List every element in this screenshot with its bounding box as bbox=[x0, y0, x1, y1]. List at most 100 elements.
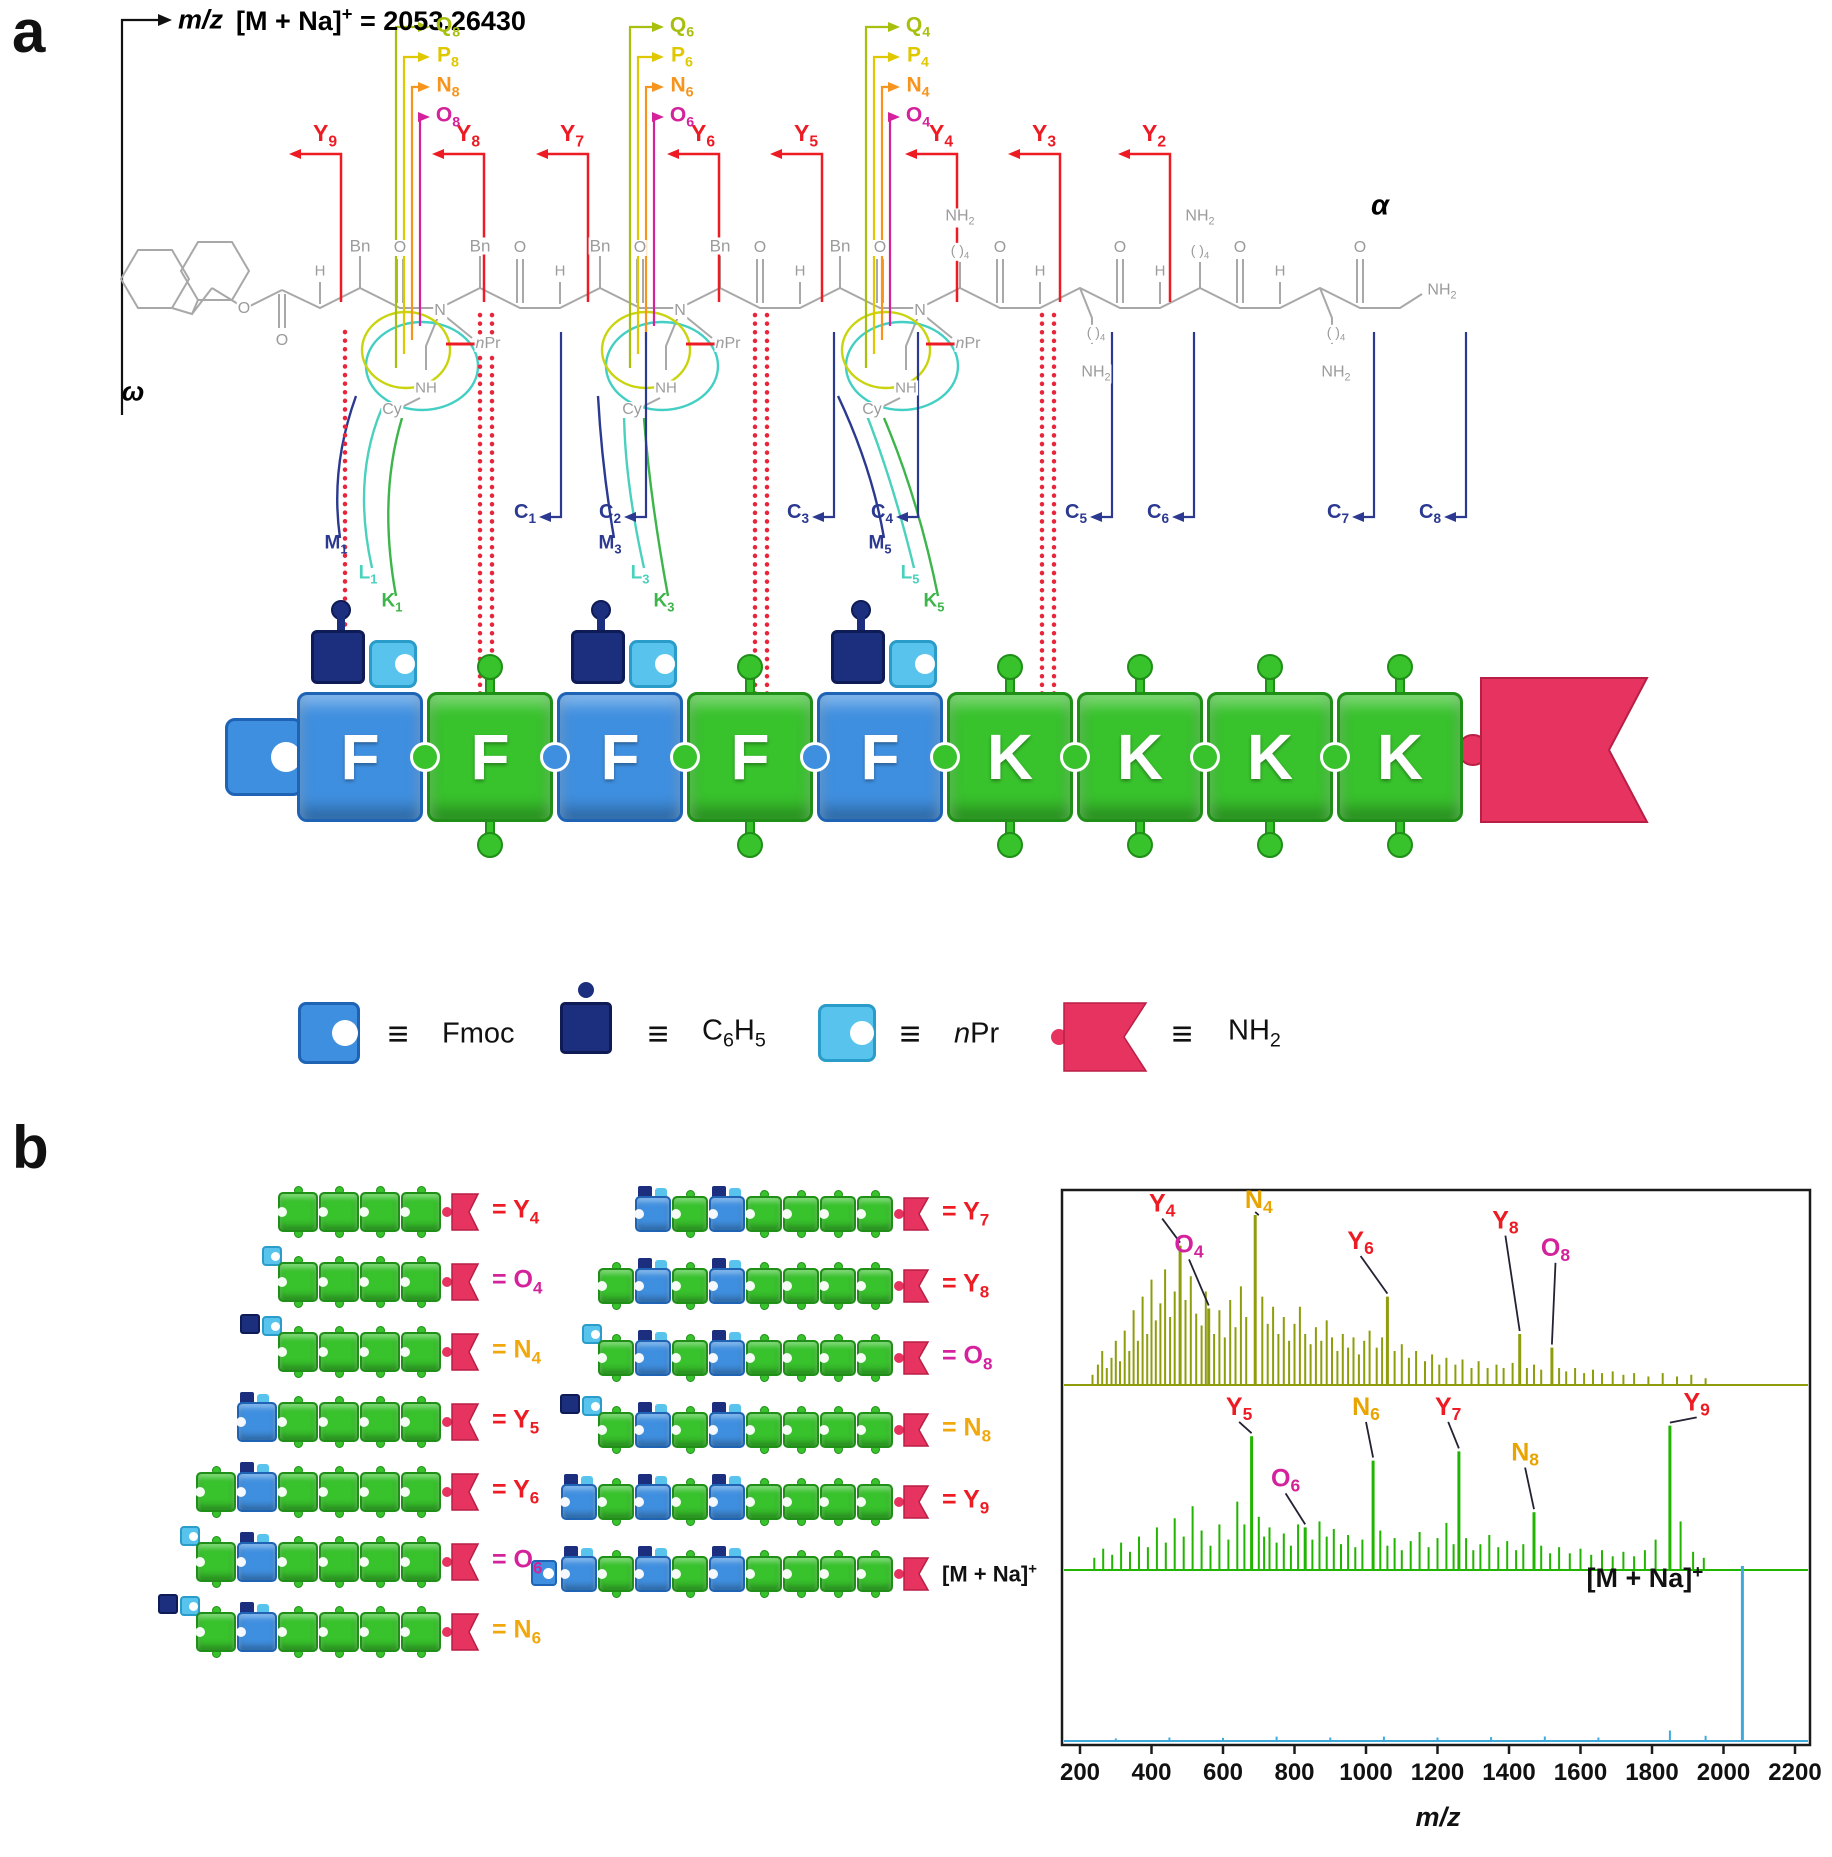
amide-n-label: N bbox=[913, 302, 927, 319]
bottom-knob-icon bbox=[737, 832, 763, 858]
mini-notch bbox=[782, 1497, 792, 1507]
puzzle-piece-k-8: K bbox=[1207, 692, 1333, 822]
mini-nh2-ribbon-icon bbox=[442, 1403, 480, 1441]
piece-connector bbox=[410, 742, 440, 772]
nh2-ribbon-icon bbox=[1457, 677, 1649, 823]
mini-notch bbox=[671, 1569, 681, 1579]
mini-notch bbox=[359, 1417, 369, 1427]
fragment-label-y6: Y6 bbox=[690, 119, 716, 151]
mini-notch bbox=[318, 1417, 328, 1427]
terminal-nh2-label: NH2 bbox=[1426, 281, 1458, 302]
mini-notch bbox=[195, 1557, 205, 1567]
fragment-row-label: = Y4 bbox=[492, 1195, 540, 1228]
peak-label: [M + Na]+ bbox=[1586, 1562, 1703, 1593]
mini-notch bbox=[708, 1569, 718, 1579]
fragment-row-label: = Y9 bbox=[942, 1485, 990, 1518]
fragment-label-y9: Y9 bbox=[312, 119, 338, 151]
panel-b-label: b bbox=[12, 1114, 49, 1181]
npr-acc-notch bbox=[189, 1602, 198, 1611]
top-knob-icon bbox=[737, 654, 763, 680]
mini-notch bbox=[708, 1209, 718, 1219]
amide-h-label: H bbox=[1033, 262, 1047, 280]
mini-notch bbox=[597, 1497, 607, 1507]
cy-label: Cy bbox=[621, 401, 643, 418]
mini-notch bbox=[318, 1277, 328, 1287]
bottom-knob-icon bbox=[1257, 832, 1283, 858]
fragment-label-n8: N8 bbox=[436, 73, 460, 101]
x-tick-label: 1400 bbox=[1482, 1759, 1535, 1786]
mini-notch bbox=[236, 1487, 246, 1497]
top-knob-icon bbox=[997, 654, 1023, 680]
equiv-sign: ≡ bbox=[1171, 1013, 1193, 1054]
fragment-label-q6: Q6 bbox=[669, 13, 695, 41]
mini-notch bbox=[671, 1209, 681, 1219]
bottom-knob-icon bbox=[997, 832, 1023, 858]
mini-nh2-ribbon-icon bbox=[442, 1193, 480, 1231]
fragment-label-y5: Y5 bbox=[793, 119, 819, 151]
piece-connector bbox=[670, 742, 700, 772]
mini-nh2-ribbon-icon bbox=[894, 1341, 930, 1375]
npr-acc-notch bbox=[591, 1402, 600, 1411]
mini-notch bbox=[277, 1557, 287, 1567]
alpha-label: α bbox=[1371, 189, 1389, 222]
fmoc-cap-notch bbox=[271, 742, 301, 772]
puzzle-piece-f-4: F bbox=[687, 692, 813, 822]
fragment-label-l1: L1 bbox=[358, 562, 378, 587]
fragment-label-q8: Q8 bbox=[435, 13, 461, 41]
fragment-label-c6: C6 bbox=[1146, 501, 1170, 527]
mini-notch bbox=[236, 1557, 246, 1567]
peak-label: O8 bbox=[1541, 1234, 1570, 1265]
cy-label: Cy bbox=[861, 401, 883, 418]
mini-notch bbox=[634, 1353, 644, 1363]
puzzle-piece-f-3: F bbox=[557, 692, 683, 822]
bottom-knob-icon bbox=[1127, 832, 1153, 858]
puzzle-piece-f-1: F bbox=[297, 692, 423, 822]
legend-label-phenyl-piece: C6H5 bbox=[702, 1014, 766, 1052]
mini-notch bbox=[277, 1207, 287, 1217]
mini-piece-g bbox=[857, 1196, 893, 1232]
fragment-label-c4: C4 bbox=[870, 501, 894, 527]
mini-nh2-ribbon-icon bbox=[894, 1557, 930, 1591]
puzzle-piece-f-5: F bbox=[817, 692, 943, 822]
equiv-sign: ≡ bbox=[899, 1013, 921, 1054]
mini-notch bbox=[277, 1347, 287, 1357]
mini-notch bbox=[359, 1207, 369, 1217]
carbamate-o-label: O bbox=[274, 332, 290, 349]
piece-connector bbox=[800, 742, 830, 772]
mini-notch bbox=[318, 1627, 328, 1637]
fragment-row-label: = Y8 bbox=[942, 1269, 990, 1302]
mini-notch bbox=[236, 1627, 246, 1637]
fragment-label-l3: L3 bbox=[630, 562, 650, 587]
peak-label: N6 bbox=[1352, 1393, 1380, 1424]
mini-notch bbox=[400, 1207, 410, 1217]
panel-a-label: a bbox=[12, 0, 46, 65]
fragment-row-label: = N8 bbox=[942, 1413, 992, 1446]
fragment-label-p6: P6 bbox=[671, 43, 693, 71]
mini-notch bbox=[782, 1281, 792, 1291]
mini-nh2-ribbon-icon bbox=[894, 1269, 930, 1303]
mini-notch bbox=[856, 1281, 866, 1291]
fragment-row-label: = O4 bbox=[492, 1265, 543, 1298]
mini-nh2-ribbon-icon bbox=[442, 1543, 480, 1581]
amide-h-label: H bbox=[313, 262, 327, 280]
amide-h-label: H bbox=[1273, 262, 1287, 280]
fragment-row-label: = Y6 bbox=[492, 1475, 540, 1508]
mini-nh2-ribbon-icon bbox=[894, 1413, 930, 1447]
peak-label: Y9 bbox=[1683, 1388, 1710, 1419]
peak-label: O4 bbox=[1174, 1230, 1203, 1261]
piece-connector bbox=[1060, 742, 1090, 772]
amide-h-label: H bbox=[553, 262, 567, 280]
mini-notch bbox=[400, 1417, 410, 1427]
carbonyl-o-label: O bbox=[752, 239, 768, 256]
mini-notch bbox=[318, 1207, 328, 1217]
x-tick-label: 1000 bbox=[1339, 1759, 1392, 1786]
mini-notch bbox=[856, 1425, 866, 1435]
phenyl-piece-icon bbox=[311, 630, 365, 684]
chain4-label: ( )4 bbox=[1085, 323, 1107, 344]
carbonyl-o-label: O bbox=[1232, 239, 1248, 256]
mini-notch bbox=[671, 1497, 681, 1507]
fragment-label-l5: L5 bbox=[900, 562, 920, 587]
amide-n-label: N bbox=[673, 302, 687, 319]
mini-notch bbox=[597, 1425, 607, 1435]
cy-label: Cy bbox=[381, 401, 403, 418]
